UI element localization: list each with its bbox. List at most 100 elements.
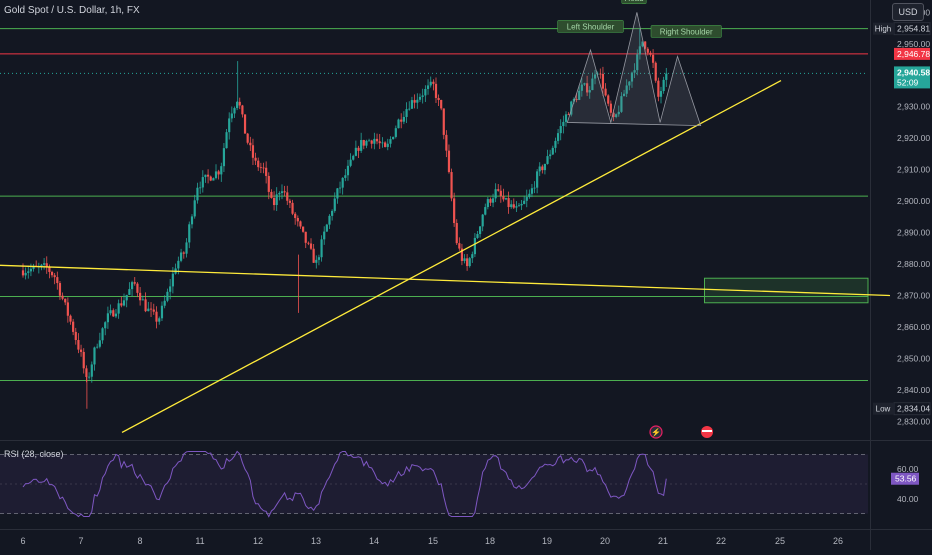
candle-body <box>489 199 492 203</box>
x-tick-label: 20 <box>600 536 610 546</box>
candle-body <box>251 145 255 158</box>
candle-body <box>272 197 276 206</box>
candle-body <box>225 132 228 149</box>
candle-body <box>349 159 352 166</box>
candle-body <box>440 99 443 109</box>
descending-trendline <box>0 264 891 297</box>
price-label-box <box>893 22 931 36</box>
head-label: Head <box>624 0 643 3</box>
candle-body <box>593 74 597 79</box>
price-label: 2,954.81 <box>897 24 930 34</box>
candle-body <box>572 98 576 102</box>
candle-body <box>586 83 589 93</box>
candle-body <box>421 95 424 97</box>
candle-body <box>333 198 336 211</box>
candle-body <box>171 273 174 287</box>
candle-body <box>599 73 602 75</box>
candle-body <box>591 78 594 91</box>
candle-body <box>291 202 294 214</box>
candle-body <box>270 191 273 198</box>
candle-body <box>246 133 249 143</box>
candle-body <box>636 54 639 71</box>
candle-body <box>538 166 541 172</box>
candle-body <box>307 242 310 244</box>
candle-body <box>424 88 427 96</box>
candle-body <box>190 216 194 225</box>
candle-body <box>549 154 552 157</box>
candle-body <box>491 198 495 203</box>
candle-body <box>551 147 554 155</box>
candle-body <box>283 191 286 193</box>
candle-body <box>243 114 247 134</box>
candle-body <box>460 248 464 261</box>
candle-body <box>445 134 448 151</box>
candle-body <box>494 189 497 199</box>
candle-body <box>570 101 573 115</box>
x-tick-label: 18 <box>485 536 495 546</box>
candle-body <box>222 148 226 167</box>
x-tick-label: 7 <box>78 536 83 546</box>
candle-body <box>612 112 615 118</box>
countdown-label: 52:09 <box>897 77 919 87</box>
right-shoulder-label: Right Shoulder <box>660 27 713 36</box>
candle-body <box>301 226 305 232</box>
candle-body <box>29 268 33 272</box>
lightning-event-icon <box>649 425 663 439</box>
candle-body <box>147 308 150 312</box>
candle-body <box>280 191 284 194</box>
candle-body <box>331 210 334 216</box>
candle-body <box>328 215 331 225</box>
y-tick-label: 2,850.00 <box>897 353 930 363</box>
candle-body <box>214 171 218 179</box>
candles-group <box>21 28 668 409</box>
left-shoulder-label-box <box>557 20 624 33</box>
candle-body <box>523 200 526 204</box>
candle-body <box>604 88 607 96</box>
candle-body <box>275 194 278 206</box>
candle-body <box>381 142 384 144</box>
candle-body <box>562 121 565 127</box>
candle-body <box>106 313 110 323</box>
candle-body <box>383 142 387 147</box>
candle-body <box>267 175 270 192</box>
candle-body <box>325 224 328 232</box>
candle-body <box>72 321 75 332</box>
candle-body <box>139 292 142 301</box>
candle-body <box>112 310 115 317</box>
candle-body <box>588 90 591 93</box>
candle-body <box>662 79 665 92</box>
candle-body <box>455 222 458 244</box>
y-tick-label: 2,950.00 <box>897 39 930 49</box>
rsi-value-box <box>891 472 919 485</box>
low-tag: Low <box>876 405 891 414</box>
candle-body <box>265 167 268 176</box>
candle-body <box>169 286 172 292</box>
candle-body <box>392 136 395 140</box>
rsi-line <box>22 450 667 518</box>
y-tick-label: 2,930.00 <box>897 102 930 112</box>
candle-body <box>575 98 578 100</box>
candle-body <box>447 150 451 173</box>
candle-body <box>373 138 376 144</box>
candle-body <box>50 271 54 276</box>
candle-body <box>484 207 487 215</box>
candle-body <box>520 203 523 206</box>
y-tick-label: 2,920.00 <box>897 133 930 143</box>
candle-body <box>109 310 112 314</box>
candle-body <box>463 258 466 261</box>
currency-button[interactable]: USD <box>892 3 924 21</box>
candle-body <box>206 174 210 177</box>
candle-body <box>61 295 64 299</box>
candle-body <box>466 258 469 267</box>
candle-body <box>525 197 528 201</box>
candle-body <box>196 187 199 201</box>
candle-body <box>166 291 169 301</box>
candle-body <box>56 277 59 284</box>
candle-body <box>510 204 513 208</box>
candle-body <box>625 85 628 94</box>
candle-body <box>40 264 43 267</box>
candle-body <box>450 172 453 199</box>
candle-body <box>179 252 183 261</box>
